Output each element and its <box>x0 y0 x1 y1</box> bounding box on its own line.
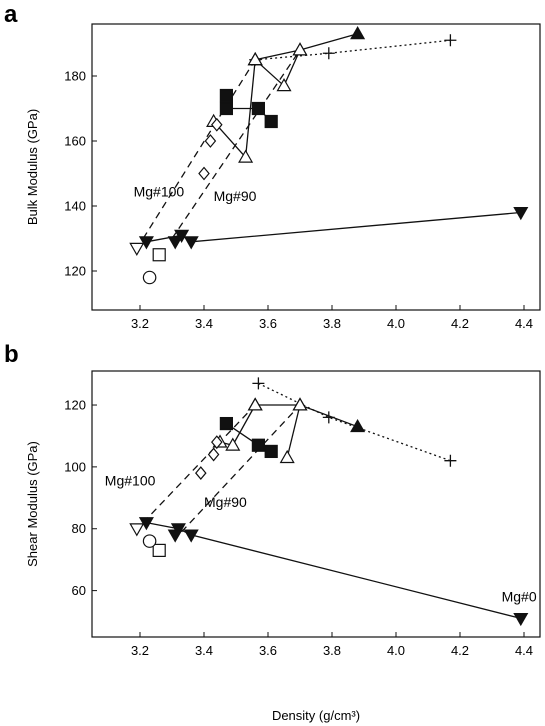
annotation-label: Mg#90 <box>214 188 257 204</box>
marker-square-filled <box>219 101 233 116</box>
x-tick-label: 3.6 <box>259 316 277 331</box>
panel-a-letter: a <box>4 1 18 28</box>
panel-b-y-axis-label: Shear Modulus (GPa) <box>25 441 40 567</box>
series-line-solid <box>146 521 521 620</box>
y-tick-label: 120 <box>64 398 86 413</box>
panel-b-plot: Shear Modulus (GPa) Density (g/cm³) 3.2 3… <box>25 370 541 723</box>
marker-diamond-open <box>211 117 223 132</box>
panel-a-y-axis-label: Bulk Modulus (GPa) <box>25 109 40 225</box>
marker-triangle-up-open <box>292 42 308 56</box>
marker-square-filled <box>251 101 265 116</box>
series-line-solid <box>286 404 301 458</box>
x-tick-label: 3.2 <box>131 643 149 658</box>
panel-a-frame <box>91 23 541 311</box>
x-tick-label: 4.0 <box>387 316 405 331</box>
marker-diamond-open <box>211 435 223 450</box>
marker-circle-open <box>142 270 157 285</box>
marker-square-filled <box>219 88 233 103</box>
marker-square-filled <box>264 114 278 129</box>
marker-triangle-up-open <box>247 397 263 411</box>
marker-triangle-down-filled <box>513 612 529 627</box>
marker-diamond-open <box>204 134 217 148</box>
marker-plus <box>322 47 335 60</box>
y-tick-label: 60 <box>72 583 86 598</box>
series-line-dashed <box>142 404 256 524</box>
x-tick-label: 4.4 <box>515 643 533 658</box>
marker-square-open <box>152 248 166 262</box>
marker-plus <box>322 411 335 424</box>
marker-diamond-open <box>207 447 220 462</box>
marker-circle-open <box>142 534 157 548</box>
x-tick-label: 4.4 <box>515 316 533 331</box>
x-tick-label: 4.0 <box>387 643 405 658</box>
marker-triangle-up-open <box>292 397 308 411</box>
marker-triangle-up-open <box>276 78 292 92</box>
marker-triangle-up-open <box>279 449 295 464</box>
series-line-dashed <box>171 49 301 239</box>
marker-triangle-up-filled <box>350 26 366 40</box>
marker-triangle-down-filled <box>183 236 199 250</box>
marker-triangle-down-filled <box>167 236 183 250</box>
marker-square-filled <box>219 416 233 431</box>
marker-triangle-up-open <box>238 149 254 163</box>
series-line-dashed <box>181 404 301 533</box>
marker-diamond-open <box>198 166 210 181</box>
marker-square-filled <box>251 438 265 452</box>
series-line-dotted <box>258 382 451 462</box>
marker-plus <box>444 34 457 47</box>
x-axis-label: Density (g/cm³) <box>272 708 360 723</box>
x-tick-label: 3.8 <box>323 643 341 658</box>
marker-square-open <box>152 543 166 557</box>
annotation-label: Mg#100 <box>105 472 156 488</box>
marker-triangle-down-filled <box>513 207 529 221</box>
y-tick-label: 80 <box>72 521 86 536</box>
x-tick-label: 3.4 <box>195 643 213 658</box>
y-tick-label: 160 <box>64 134 86 149</box>
marker-triangle-down-filled <box>167 529 183 543</box>
x-tick-label: 3.6 <box>259 643 277 658</box>
series-line-solid <box>255 404 358 428</box>
marker-triangle-down-open <box>129 523 145 537</box>
series-line-solid <box>146 211 521 243</box>
x-tick-label: 4.2 <box>451 643 469 658</box>
panel-a-plot: Bulk Modulus (GPa) 3.2 3.4 3.6 3.8 4.0 4.2 4.4… <box>25 23 541 331</box>
x-tick-label: 3.4 <box>195 316 213 331</box>
marker-triangle-down-filled <box>183 529 199 543</box>
x-tick-label: 4.2 <box>451 316 469 331</box>
panel-b-letter: b <box>4 341 19 368</box>
annotation-label: Mg#0 <box>502 588 537 604</box>
marker-triangle-up-filled <box>350 418 366 433</box>
y-tick-label: 140 <box>64 199 86 214</box>
marker-triangle-down-open <box>129 242 145 256</box>
annotation-label: Mg#90 <box>204 494 247 510</box>
y-tick-label: 100 <box>64 459 86 474</box>
annotation-label: Mg#100 <box>134 183 185 199</box>
marker-triangle-down-filled <box>138 236 154 250</box>
series-line-dotted <box>255 39 451 61</box>
y-tick-label: 120 <box>64 264 86 279</box>
x-tick-label: 3.2 <box>131 316 149 331</box>
marker-plus <box>252 377 265 390</box>
panel-b-frame <box>91 370 541 638</box>
y-tick-label: 180 <box>64 69 86 84</box>
marker-triangle-down-filled <box>174 229 190 243</box>
marker-triangle-up-open <box>247 52 263 66</box>
marker-square-filled <box>264 444 278 459</box>
marker-diamond-open <box>195 466 207 481</box>
marker-plus <box>444 454 457 467</box>
marker-triangle-up-open <box>225 437 241 451</box>
x-tick-label: 3.8 <box>323 316 341 331</box>
